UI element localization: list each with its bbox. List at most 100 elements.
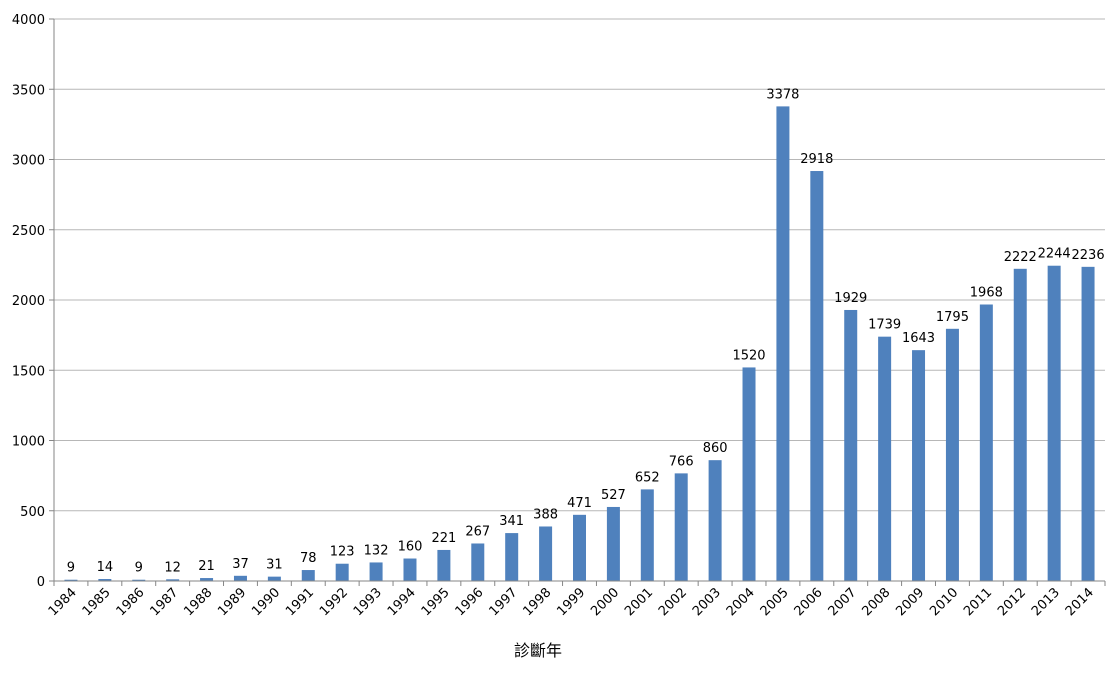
data-labels: 9 14 9 12 21 37 31 78 123 132 160 221 267 341 388 471 52… <box>67 87 1105 575</box>
bar <box>844 309 858 581</box>
y-tick-label: 1500 <box>12 364 45 379</box>
x-tick-label: 1994 <box>385 585 419 619</box>
data-label: 267 <box>465 524 490 539</box>
data-label: 2918 <box>800 152 833 167</box>
data-label: 1795 <box>936 310 969 325</box>
bar <box>471 543 485 581</box>
bar <box>505 533 519 581</box>
x-tick-label: 2000 <box>588 585 622 619</box>
bar <box>267 576 281 581</box>
data-label: 21 <box>198 559 215 574</box>
y-tick-label: 3500 <box>12 83 45 98</box>
x-tick-label: 1984 <box>46 585 80 619</box>
data-label: 527 <box>601 488 626 503</box>
y-tick-label: 3000 <box>12 154 45 169</box>
bar <box>200 578 214 581</box>
bar <box>776 106 790 582</box>
data-label: 471 <box>567 496 592 511</box>
data-label: 160 <box>398 540 423 555</box>
data-label: 2236 <box>1072 248 1105 263</box>
bar <box>335 563 349 581</box>
data-label: 1643 <box>902 331 935 346</box>
data-label: 9 <box>135 561 143 576</box>
data-label: 2222 <box>1004 250 1037 265</box>
bar <box>301 570 315 581</box>
data-label: 1739 <box>868 318 901 333</box>
x-tick-label: 1986 <box>114 585 148 619</box>
bar <box>708 460 722 581</box>
bar <box>166 579 180 581</box>
bar <box>606 506 620 581</box>
data-label: 652 <box>635 470 660 485</box>
bar <box>912 350 926 581</box>
bar <box>403 558 417 581</box>
x-tick-label: 2011 <box>961 585 995 619</box>
bar <box>132 579 146 581</box>
data-label: 12 <box>164 560 181 575</box>
bar <box>1081 266 1095 581</box>
x-tick-label: 2006 <box>792 585 826 619</box>
bars <box>64 106 1095 582</box>
x-tick-label: 1999 <box>554 585 588 619</box>
bar <box>539 526 553 581</box>
data-label: 37 <box>232 557 249 572</box>
data-label: 1968 <box>970 285 1003 300</box>
bar <box>369 562 383 581</box>
data-label: 2244 <box>1038 247 1071 262</box>
data-label: 1520 <box>732 348 765 363</box>
bar <box>233 575 247 581</box>
bar <box>945 328 959 581</box>
x-tick-label: 2012 <box>995 585 1029 619</box>
x-tick-label: 1996 <box>453 585 487 619</box>
data-label: 3378 <box>766 87 799 102</box>
y-tick-label: 2500 <box>12 224 45 239</box>
x-tick-label: 1989 <box>215 585 249 619</box>
x-tick-label: 2008 <box>859 585 893 619</box>
x-tick-label: 1990 <box>249 585 283 619</box>
data-label: 388 <box>533 507 558 522</box>
bar <box>810 171 824 581</box>
axes <box>53 19 1105 586</box>
bar <box>640 489 654 581</box>
x-tick-label: 1997 <box>487 585 521 619</box>
data-label: 132 <box>364 543 389 558</box>
x-tick-label: 1995 <box>419 585 453 619</box>
x-tick-label: 1991 <box>283 585 317 619</box>
data-label: 9 <box>67 561 75 576</box>
bar <box>742 367 756 581</box>
y-tick-label: 1000 <box>12 435 45 450</box>
data-label: 14 <box>97 560 114 575</box>
x-tick-label: 1988 <box>181 585 215 619</box>
bar <box>64 579 78 581</box>
x-tick-label: 2009 <box>893 585 927 619</box>
x-tick-label: 2004 <box>724 585 758 619</box>
x-tick-label: 2007 <box>826 585 860 619</box>
bar <box>1047 265 1061 581</box>
gridlines <box>54 18 1105 512</box>
x-tick-label: 1992 <box>317 585 351 619</box>
x-tick-label: 2005 <box>758 585 792 619</box>
data-label: 31 <box>266 558 283 573</box>
x-tick-label: 1998 <box>520 585 554 619</box>
y-tick-label: 500 <box>20 505 45 520</box>
x-tick-label: 1993 <box>351 585 385 619</box>
y-tick-label: 2000 <box>12 294 45 309</box>
bar <box>437 549 451 581</box>
data-label: 78 <box>300 551 317 566</box>
bar <box>98 579 112 581</box>
x-tick-label: 2001 <box>622 585 656 619</box>
bar <box>878 336 892 581</box>
bar <box>573 514 586 581</box>
x-tick-label: 2014 <box>1063 585 1097 619</box>
y-tick-label: 4000 <box>12 13 45 28</box>
x-tick-label: 1985 <box>80 585 114 619</box>
x-axis-title: 診斷年 <box>514 641 562 660</box>
x-tick-label: 2013 <box>1029 585 1063 619</box>
data-label: 221 <box>431 531 456 546</box>
x-tick-label: 2003 <box>690 585 724 619</box>
x-tick-label: 1987 <box>147 585 181 619</box>
bar <box>674 473 688 581</box>
data-label: 1929 <box>834 291 867 306</box>
